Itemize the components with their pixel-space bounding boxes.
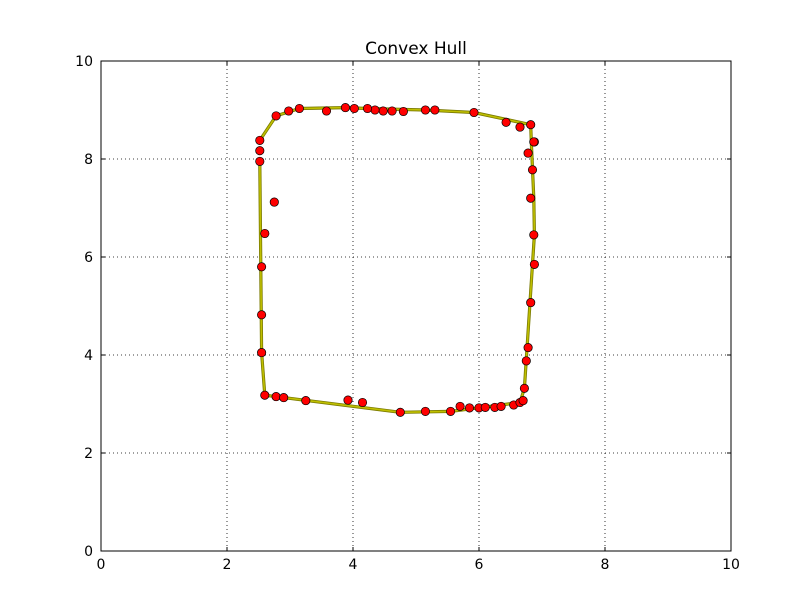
data-point (526, 298, 536, 308)
data-point (464, 403, 475, 413)
data-point (395, 407, 405, 417)
data-point (529, 137, 539, 147)
data-point (269, 197, 279, 207)
data-point (260, 390, 270, 400)
data-point (349, 103, 359, 114)
data-point (321, 106, 332, 116)
x-axis: 0 2 4 6 8 10 (97, 61, 740, 573)
data-point (362, 103, 373, 114)
y-tick-label: 8 (84, 152, 93, 168)
x-tick-label: 2 (223, 557, 232, 573)
data-point (501, 117, 511, 127)
data-point (378, 106, 388, 116)
data-point (480, 402, 490, 412)
data-point (398, 106, 408, 117)
data-point (294, 103, 304, 114)
x-tick-label: 6 (475, 557, 484, 573)
data-point (255, 146, 265, 156)
data-point (529, 230, 539, 240)
x-tick-label: 4 (349, 557, 358, 573)
data-point (271, 111, 281, 121)
y-axis: 0 2 4 6 8 10 (75, 54, 731, 560)
data-point (420, 105, 430, 115)
data-point (257, 348, 267, 358)
y-tick-label: 10 (75, 54, 93, 70)
grid (101, 61, 731, 551)
x-tick-label: 10 (722, 557, 740, 573)
data-point (526, 193, 536, 203)
data-point (521, 356, 531, 366)
data-point (343, 395, 353, 405)
data-point (519, 383, 529, 393)
data-point (301, 396, 311, 406)
data-point (527, 165, 538, 175)
data-point (271, 392, 281, 402)
x-tick-label: 0 (97, 557, 106, 573)
data-point (387, 106, 397, 116)
data-point (257, 310, 267, 320)
data-point (260, 228, 270, 239)
data-point (455, 401, 465, 411)
data-point (469, 107, 479, 118)
data-point (255, 135, 265, 145)
plot-frame (100, 60, 732, 552)
data-point (255, 156, 265, 166)
data-point (257, 262, 267, 272)
data-point (284, 106, 294, 116)
data-point (430, 105, 440, 115)
x-tick-label: 8 (601, 557, 610, 573)
data-point (446, 406, 456, 416)
data-point (340, 103, 350, 113)
data-point (518, 396, 528, 406)
data-point (420, 406, 430, 416)
points-layer (255, 103, 539, 417)
data-point (523, 148, 533, 158)
y-tick-label: 0 (84, 544, 93, 560)
data-point (515, 122, 525, 132)
chart-title: Convex Hull (365, 39, 467, 59)
data-point (357, 397, 368, 408)
data-point (279, 393, 289, 403)
y-tick-label: 6 (84, 250, 93, 266)
y-tick-label: 4 (84, 348, 93, 364)
data-point (526, 120, 536, 130)
data-point (370, 105, 380, 115)
data-point (529, 259, 539, 269)
data-point (496, 401, 506, 411)
data-point (523, 343, 533, 353)
y-tick-label: 2 (84, 446, 93, 462)
